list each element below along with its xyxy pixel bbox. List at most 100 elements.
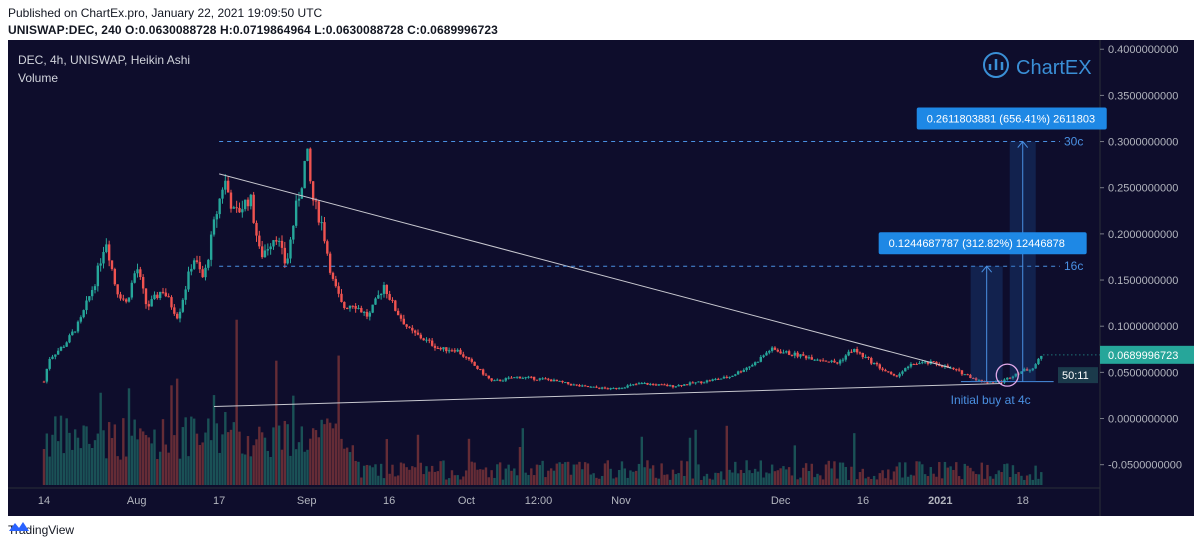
candle-body (144, 288, 148, 305)
volume-bar (447, 478, 451, 485)
candle-body (819, 359, 822, 361)
candle-body (790, 354, 794, 356)
candle-body (739, 371, 743, 373)
volume-bar (753, 468, 757, 485)
volume-bar (853, 433, 856, 485)
candle-body (90, 290, 94, 297)
volume-bar (892, 471, 896, 485)
y-tick-label: 0.4000000000 (1108, 44, 1178, 56)
candle-body (836, 362, 839, 364)
volume-bar (603, 463, 607, 485)
candle-body (201, 269, 204, 278)
brand-logo-icon (983, 52, 1009, 78)
candle-body (241, 209, 244, 213)
candle-body (513, 377, 516, 379)
measure-label: 0.1244687787 (312.82%) 12446878 (889, 238, 1065, 250)
volume-bar (147, 437, 151, 485)
price-chart[interactable]: 0.4000000000 0.3500000000 0.3000000000 0.25… (8, 40, 1194, 516)
volume-bar (351, 445, 355, 485)
volume-bar (776, 470, 779, 485)
candle-body (762, 355, 765, 357)
candle-body (770, 347, 774, 351)
candle-body (300, 188, 304, 199)
volume-bar (289, 455, 292, 485)
volume-bar (637, 463, 641, 485)
volume-bar (479, 469, 482, 485)
volume-bar (609, 468, 612, 485)
candle-body (892, 373, 896, 376)
candle-body (249, 194, 253, 207)
candle-body (547, 378, 550, 380)
volume-bar (170, 385, 173, 485)
candle-body (85, 300, 88, 311)
volume-bar (646, 460, 649, 485)
candle-body (413, 330, 417, 333)
volume-bar (963, 463, 966, 485)
volume-bar (711, 479, 714, 485)
candle-body (745, 367, 748, 370)
volume-bar (938, 462, 941, 485)
candle-body (651, 383, 655, 385)
volume-bar (895, 466, 898, 485)
volume-bar (354, 460, 357, 485)
volume-bar (660, 463, 663, 485)
candle-body (331, 272, 335, 279)
volume-bar (793, 445, 796, 485)
candle-body (1011, 376, 1015, 379)
candle-body (1034, 364, 1037, 369)
volume-bar (411, 466, 414, 485)
volume-bar (734, 461, 737, 485)
candle-body (1023, 368, 1026, 372)
candle-body (878, 364, 881, 369)
candle-body (59, 347, 63, 351)
candle-body (68, 335, 71, 343)
x-tick-label: 16 (383, 495, 395, 507)
volume-bar (700, 479, 703, 485)
volume-bar (260, 432, 264, 485)
volume-bar (450, 470, 454, 485)
volume-bar (850, 466, 853, 485)
candle-body (538, 378, 542, 380)
volume-bar (266, 450, 270, 485)
volume-bar (153, 429, 156, 485)
candle-body (309, 148, 312, 182)
volume-bar (156, 459, 159, 485)
candle-body (955, 369, 958, 371)
candle-body (280, 240, 284, 248)
candle-body (634, 384, 638, 386)
candle-body (215, 214, 219, 220)
volume-bar (688, 437, 692, 485)
volume-bar (904, 462, 907, 485)
volume-bar (286, 424, 289, 485)
volume-bar (606, 460, 610, 485)
volume-bar (731, 472, 734, 485)
volume-bar (1006, 463, 1009, 485)
candle-body (79, 317, 83, 322)
candle-body (623, 387, 626, 389)
volume-bar (994, 474, 998, 485)
volume-bar (113, 424, 117, 485)
volume-bar (581, 469, 584, 485)
volume-bar (178, 458, 182, 485)
volume-bar (405, 467, 408, 485)
candle-body (498, 379, 502, 381)
candle-body (422, 338, 425, 341)
annotation-label: Initial buy at 4c (951, 393, 1031, 407)
candle-body (598, 387, 601, 389)
volume-bar (317, 437, 321, 485)
volume-bar (940, 478, 944, 485)
candle-body (246, 199, 250, 207)
candle-body (289, 239, 292, 259)
candle-body (391, 299, 394, 301)
candle-body (685, 384, 689, 386)
volume-bar (912, 475, 915, 485)
volume-bar (201, 442, 204, 485)
volume-bar (785, 469, 788, 485)
volume-bar (218, 452, 221, 485)
volume-bar (1025, 475, 1029, 485)
chart-panel[interactable]: 0.4000000000 0.3500000000 0.3000000000 0.25… (8, 40, 1194, 516)
candle-body (847, 351, 850, 356)
candle-body (320, 222, 323, 224)
candle-body (787, 351, 791, 355)
volume-bar (595, 477, 598, 485)
